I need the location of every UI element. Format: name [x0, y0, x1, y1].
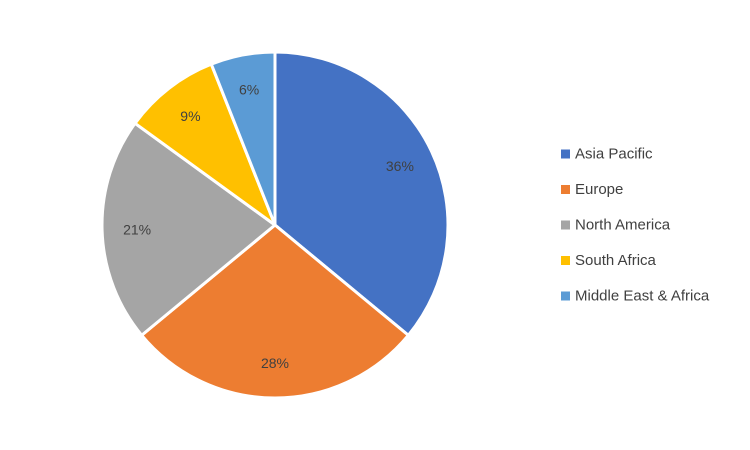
data-label-south-africa: 9% [180, 108, 200, 124]
legend-swatch-europe [561, 185, 570, 194]
legend-label-asia-pacific: Asia Pacific [575, 146, 653, 163]
legend-swatch-south-africa [561, 256, 570, 265]
legend-label-south-africa: South Africa [575, 252, 657, 269]
legend-swatch-north-america [561, 220, 570, 230]
legend-label-middle-east-and-africa: Middle East & Africa [575, 288, 710, 305]
pie-data-labels: 36% 28% 21% 9% 6% [123, 81, 414, 371]
pie-slice-north-america [100, 121, 277, 337]
legend-swatch-middle-east-and-africa [561, 291, 570, 301]
legend-item-south-africa: South Africa [561, 252, 657, 269]
data-label-europe: 28% [261, 355, 289, 371]
legend-item-north-america: North America [561, 217, 671, 234]
pie-slice-middle-east-and-africa [209, 50, 277, 227]
legend-item-europe: Europe [561, 181, 623, 198]
data-label-north-america: 21% [123, 221, 151, 237]
legend-label-europe: Europe [575, 181, 623, 198]
pie-slice-asia-pacific [273, 50, 450, 337]
legend-label-north-america: North America [575, 217, 671, 234]
pie-slices [100, 50, 450, 400]
legend-item-middle-east-and-africa: Middle East & Africa [561, 288, 710, 305]
pie-slice-europe [140, 223, 410, 400]
data-label-asia-pacific: 36% [386, 158, 414, 174]
legend-item-asia-pacific: Asia Pacific [561, 146, 653, 163]
legend: Asia Pacific Europe North America South Afr… [561, 146, 710, 305]
data-label-middle-east-and-africa: 6% [239, 81, 259, 97]
legend-swatch-asia-pacific [561, 149, 570, 159]
pie-slice-south-africa [133, 62, 277, 227]
